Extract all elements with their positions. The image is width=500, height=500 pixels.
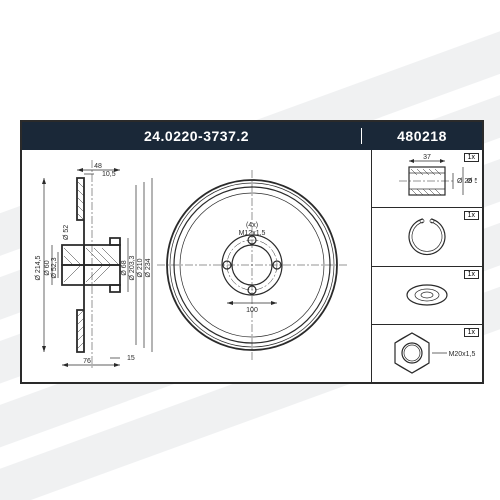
svg-text:37: 37 [423, 154, 431, 161]
circlip-icon [397, 212, 457, 262]
svg-text:15: 15 [127, 355, 135, 362]
technical-drawing-frame: 24.0220-3737.2 480218 [20, 120, 484, 384]
svg-text:Ø 52: Ø 52 [63, 225, 70, 240]
cross-section-view: Ø 214,5 Ø 60 Ø 52,3 Ø 68 Ø 203,3 Ø 210 [35, 160, 152, 370]
circlip-cell: 1x [372, 208, 482, 266]
svg-text:76: 76 [83, 358, 91, 365]
svg-text:M20x1,5: M20x1,5 [449, 351, 476, 358]
svg-text:Ø 203,3: Ø 203,3 [129, 255, 136, 280]
svg-text:Ø 68: Ø 68 [121, 260, 128, 275]
svg-text:(4x): (4x) [246, 222, 258, 229]
cap-qty: 1x [464, 270, 479, 279]
nut-cell: 1x M20x1,5 [372, 325, 482, 382]
svg-text:Ø 210: Ø 210 [137, 258, 144, 277]
cap-cell: 1x [372, 267, 482, 325]
cap-icon [397, 270, 457, 320]
svg-text:Ø 234: Ø 234 [145, 258, 152, 277]
svg-text:Ø 52: Ø 52 [467, 178, 477, 185]
title-bar: 24.0220-3737.2 480218 [22, 122, 482, 150]
front-view: (4x) M12x1,5 100 [157, 170, 347, 360]
svg-text:100: 100 [246, 307, 258, 314]
bearing-cell: 1x [372, 150, 482, 208]
circlip-qty: 1x [464, 211, 479, 220]
svg-text:M12x1,5: M12x1,5 [239, 230, 266, 237]
bearing-qty: 1x [464, 153, 479, 162]
nut-icon: M20x1,5 [377, 326, 477, 380]
svg-text:Ø 214,5: Ø 214,5 [35, 255, 42, 280]
main-views: Ø 214,5 Ø 60 Ø 52,3 Ø 68 Ø 203,3 Ø 210 [22, 150, 371, 382]
drawing-content: Ø 214,5 Ø 60 Ø 52,3 Ø 68 Ø 203,3 Ø 210 [22, 150, 482, 382]
secondary-code: 480218 [361, 128, 472, 144]
svg-text:48: 48 [94, 163, 102, 170]
svg-text:10,5: 10,5 [102, 171, 116, 178]
main-drawing-svg: Ø 214,5 Ø 60 Ø 52,3 Ø 68 Ø 203,3 Ø 210 [22, 150, 370, 380]
part-number: 24.0220-3737.2 [32, 128, 361, 144]
svg-text:Ø 52,3: Ø 52,3 [51, 257, 58, 278]
svg-text:Ø 60: Ø 60 [44, 260, 51, 275]
nut-qty: 1x [464, 328, 479, 337]
accessories-panel: 1x [371, 150, 482, 382]
bearing-icon: 37 Ø 25 Ø 52 [377, 153, 477, 205]
